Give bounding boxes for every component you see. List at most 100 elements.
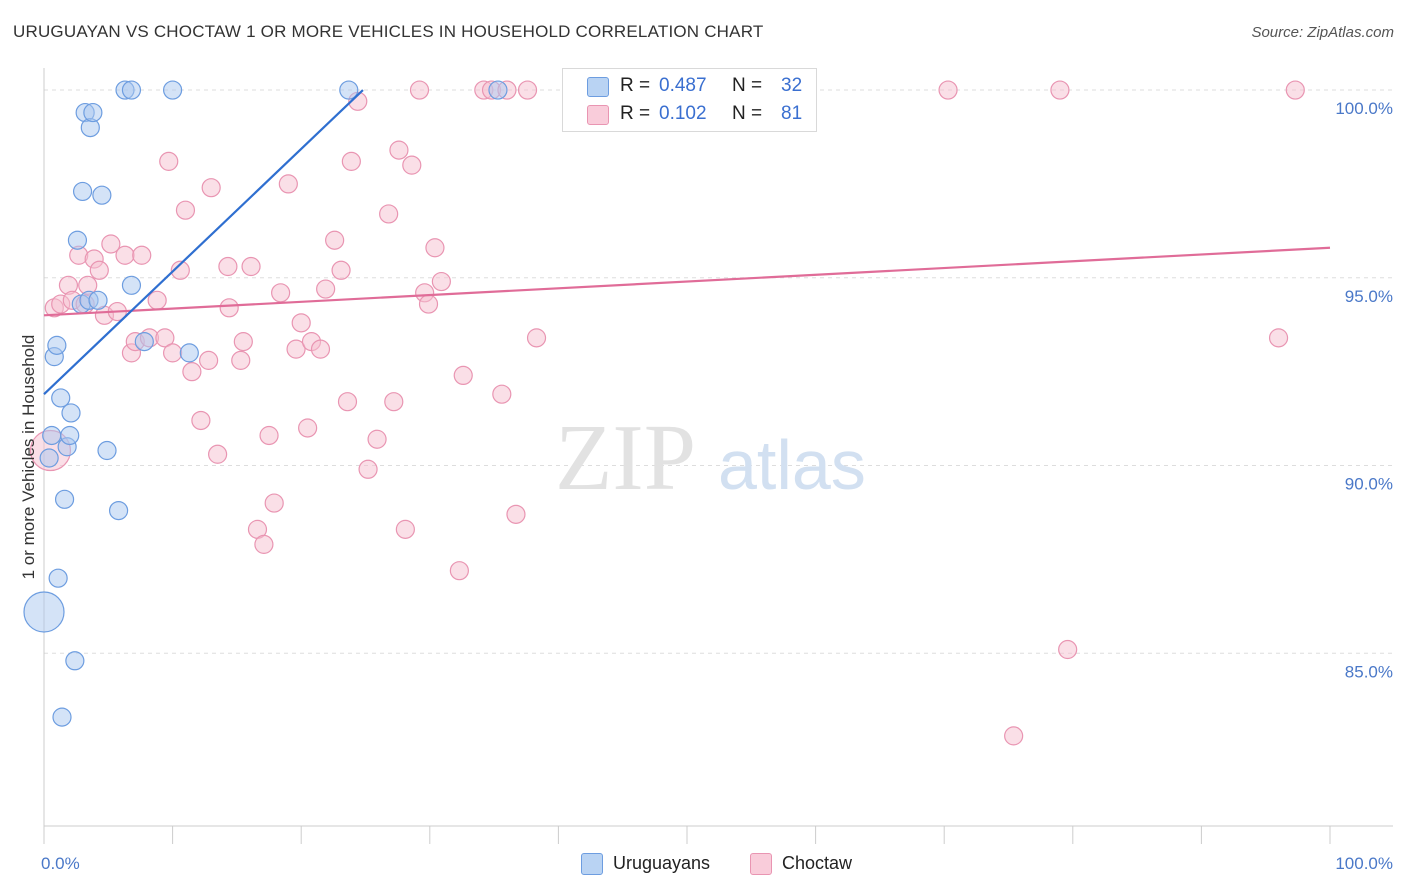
legend-r-value: 0.102 (659, 103, 707, 124)
choctaw-point (337, 392, 358, 412)
choctaw-point (526, 328, 547, 348)
choctaw-point (264, 493, 284, 513)
choctaw-point (938, 80, 958, 100)
choctaw-point (271, 283, 291, 303)
choctaw-trend-line (43, 246, 1331, 317)
choctaw-point (218, 256, 238, 277)
legend-r-value: 0.487 (659, 75, 707, 96)
uruguayan-point (488, 80, 508, 100)
choctaw-point (132, 245, 152, 265)
x-tick-labels: 0.0% 100.0% (41, 854, 1393, 873)
uruguayans-trend-line (43, 89, 364, 395)
uruguayan-point (51, 388, 71, 408)
choctaw-point (286, 339, 306, 359)
uruguayan-point (48, 568, 68, 588)
choctaw-point (241, 256, 261, 277)
uruguayan-point (23, 591, 65, 633)
legend-r-label: R = (620, 103, 651, 124)
choctaw-point (159, 151, 179, 171)
legend-swatch-uruguayans (587, 77, 609, 97)
choctaw-point (259, 425, 279, 446)
choctaw-point (182, 362, 202, 382)
legend-label-uruguayans: Uruguayans (613, 853, 711, 873)
choctaw-point (449, 561, 469, 581)
uruguayan-point (67, 230, 88, 250)
uruguayan-point (72, 181, 93, 202)
legend-r-label: R = (620, 75, 651, 96)
choctaw-point (231, 350, 251, 370)
uruguayan-point (92, 185, 112, 205)
y-tick-label: 95.0% (1345, 287, 1393, 306)
choctaw-point (316, 279, 336, 299)
choctaw-point (155, 328, 175, 348)
uruguayan-point (108, 500, 129, 521)
legend-label-choctaw: Choctaw (782, 853, 853, 873)
choctaw-point (233, 332, 253, 352)
grid-layer (44, 89, 1393, 654)
choctaw-point (163, 343, 183, 363)
choctaw-points (29, 80, 1305, 746)
watermark: ZIP atlas (555, 406, 866, 510)
uruguayan-point (163, 80, 183, 100)
choctaw-point (170, 260, 190, 280)
legend-swatch-choctaw (750, 853, 772, 875)
y-tick-labels: 85.0% 90.0% 95.0% 100.0% (1335, 99, 1393, 681)
choctaw-point (358, 459, 378, 479)
choctaw-point (1050, 80, 1070, 100)
choctaw-point (418, 294, 439, 314)
uruguayan-point (121, 275, 142, 295)
uruguayan-point (88, 290, 108, 310)
choctaw-point (341, 151, 361, 171)
y-axis-title: 1 or more Vehicles in Household (19, 335, 38, 580)
uruguayan-point (60, 425, 80, 446)
choctaw-point (1268, 328, 1289, 348)
uruguayans-points (23, 80, 508, 727)
legend-n-label: N = (732, 103, 763, 124)
uruguayan-point (54, 489, 75, 509)
watermark-zip: ZIP (555, 406, 696, 510)
choctaw-point (1058, 639, 1078, 660)
uruguayan-point (179, 343, 199, 363)
uruguayan-point (83, 102, 103, 123)
choctaw-point (310, 339, 331, 359)
x-tick-label: 0.0% (41, 854, 80, 873)
choctaw-point (278, 174, 298, 194)
correlation-legend: R = 0.487 N = 32 R = 0.102 N = 81 (562, 68, 817, 132)
choctaw-point (115, 245, 135, 265)
legend-n-value: 81 (781, 103, 803, 124)
uruguayan-point (52, 707, 72, 727)
choctaw-point (219, 298, 239, 318)
choctaw-point (201, 178, 221, 198)
choctaw-point (1285, 80, 1305, 100)
choctaw-point (291, 313, 311, 333)
choctaw-point (367, 429, 387, 449)
y-tick-label: 90.0% (1345, 475, 1393, 494)
choctaw-point (409, 80, 430, 100)
choctaw-point (208, 444, 228, 464)
choctaw-point (331, 260, 351, 280)
choctaw-point (191, 410, 211, 431)
y-tick-label: 85.0% (1345, 662, 1393, 681)
choctaw-point (517, 80, 538, 100)
choctaw-point (389, 140, 409, 160)
uruguayan-point (121, 80, 142, 100)
choctaw-point (506, 504, 526, 524)
uruguayan-point (97, 440, 117, 461)
uruguayan-point (65, 651, 85, 671)
uruguayan-point (134, 332, 154, 352)
x-tick-label: 100.0% (1335, 854, 1393, 873)
uruguayan-point (61, 403, 81, 423)
choctaw-point (1004, 726, 1024, 746)
choctaw-point (254, 534, 274, 554)
choctaw-point (175, 200, 196, 220)
legend-swatch-uruguayans (581, 853, 603, 875)
source-label: Source: ZipAtlas.com (1251, 24, 1394, 41)
uruguayan-point (47, 335, 67, 355)
choctaw-point (453, 365, 473, 386)
choctaw-point (431, 271, 451, 292)
uruguayan-point (339, 80, 359, 100)
uruguayan-point (39, 448, 59, 468)
choctaw-point (199, 350, 219, 370)
legend-swatch-choctaw (587, 105, 609, 125)
choctaw-point (492, 384, 512, 404)
